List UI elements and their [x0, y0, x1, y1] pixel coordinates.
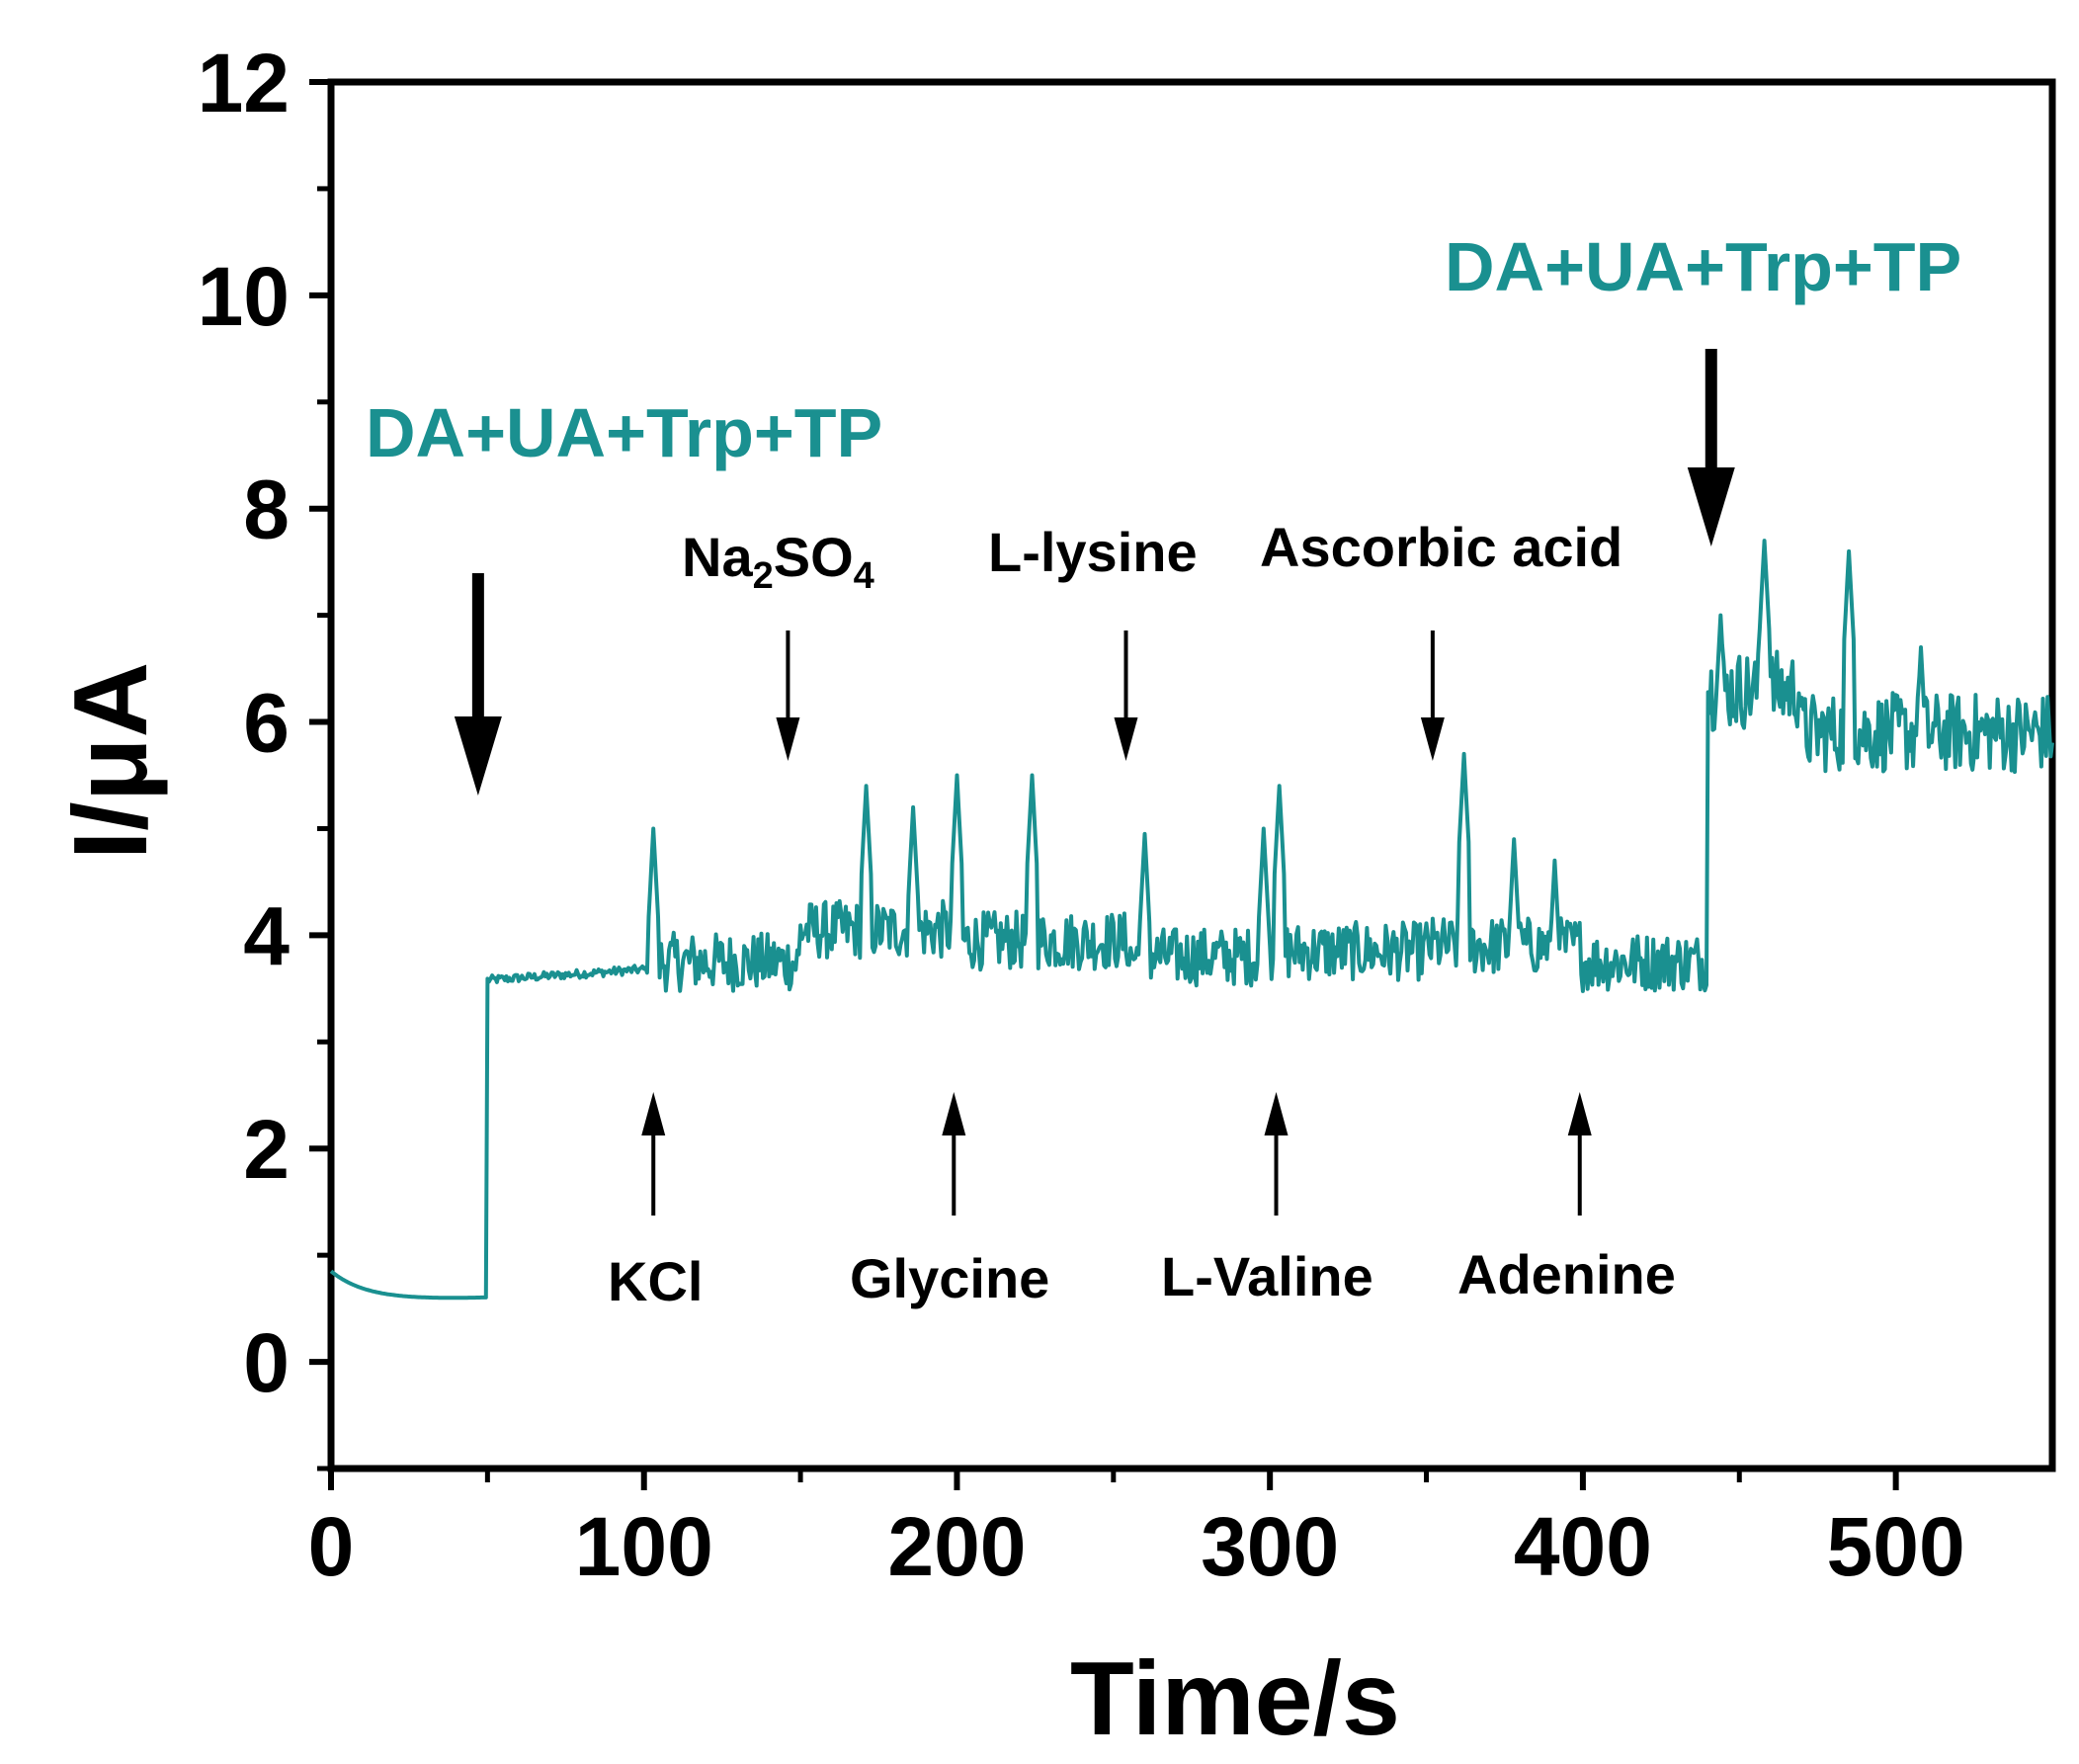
arrow-head	[1114, 717, 1138, 761]
interferent-label-l-lysine: L-lysine	[988, 521, 1198, 583]
y-tick-label: 8	[243, 463, 290, 556]
y-tick-label: 6	[243, 677, 290, 770]
interferent-label-adenine: Adenine	[1457, 1243, 1676, 1305]
y-tick-label: 4	[243, 889, 290, 982]
interferent-label-na2so4: Na2SO4	[682, 526, 874, 597]
tick-labels: 0 100 200 300 400 500 0 2 4 6 8 10 12	[198, 37, 1965, 1593]
interferent-label-l-valine: L-Valine	[1161, 1245, 1373, 1307]
addition-label-second: DA+UA+Trp+TP	[1445, 228, 1961, 305]
arrow-head	[942, 1092, 966, 1135]
addition-label-first: DA+UA+Trp+TP	[366, 394, 882, 471]
arrow-head	[641, 1092, 666, 1135]
current-trace	[329, 539, 2054, 1301]
y-tick-label: 12	[198, 37, 290, 129]
y-tick-label: 0	[243, 1316, 290, 1409]
x-tick-label: 200	[887, 1500, 1026, 1593]
y-axis-title: I/μA	[52, 662, 169, 860]
interferent-label-glycine: Glycine	[850, 1247, 1049, 1309]
arrow-head	[1687, 467, 1735, 546]
arrow-head	[454, 716, 502, 796]
x-tick-label: 500	[1827, 1500, 1965, 1593]
interferent-label-ascorbic-acid: Ascorbic acid	[1260, 516, 1622, 578]
plot-frame	[327, 78, 2056, 1472]
annotation-arrows	[454, 349, 1735, 1216]
x-tick-label: 300	[1201, 1500, 1339, 1593]
y-tick-label: 2	[243, 1103, 290, 1196]
arrow-head	[776, 717, 800, 761]
interferent-label-kcl: KCl	[608, 1250, 703, 1312]
axis-ticks	[309, 79, 1899, 1490]
arrow-head	[1264, 1092, 1289, 1135]
y-tick-label: 10	[198, 250, 290, 343]
x-tick-label: 400	[1514, 1500, 1652, 1593]
x-axis-title: Time/s	[1070, 1640, 1400, 1757]
x-tick-label: 0	[308, 1500, 355, 1593]
arrow-head	[1567, 1092, 1592, 1135]
arrow-head	[1420, 717, 1445, 761]
x-tick-label: 100	[575, 1500, 713, 1593]
